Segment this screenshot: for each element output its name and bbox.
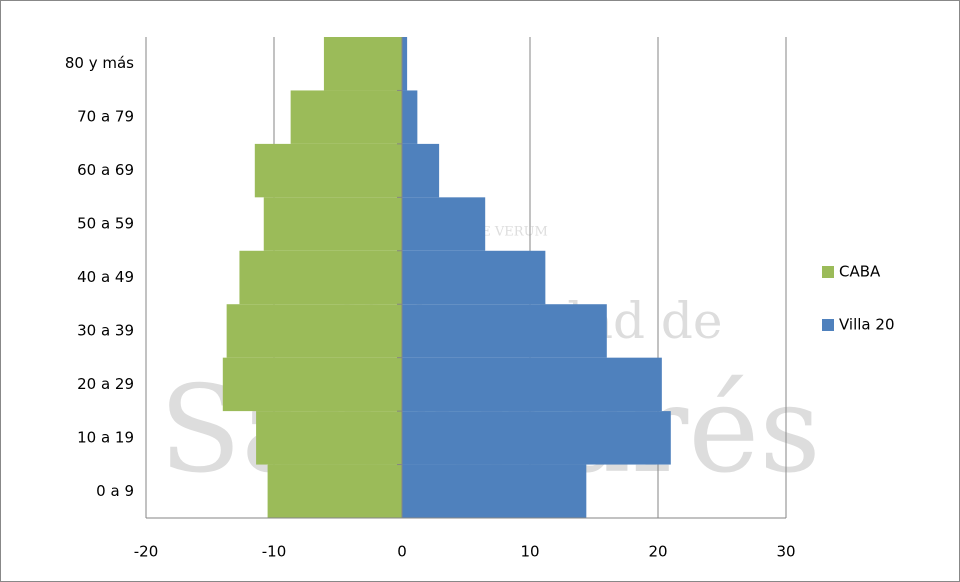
legend-swatch <box>822 319 834 331</box>
x-tick-label: 30 <box>776 543 795 561</box>
bar <box>402 143 440 198</box>
bar <box>226 304 402 358</box>
legend-swatch <box>822 266 834 278</box>
x-tick-label: 0 <box>397 543 407 561</box>
y-tick-label: 20 a 29 <box>77 375 134 393</box>
y-tick-label: 30 a 39 <box>77 321 134 339</box>
bar <box>402 197 486 251</box>
y-tick-label: 40 a 49 <box>77 268 134 286</box>
legend-label: CABA <box>839 263 881 281</box>
x-tick-label: 10 <box>520 543 539 561</box>
y-tick-label: 80 y más <box>65 54 134 72</box>
bar <box>402 37 408 91</box>
x-tick-label: -20 <box>134 543 159 561</box>
legend-label: Villa 20 <box>839 316 894 334</box>
bar <box>402 411 671 465</box>
y-tick-label: 70 a 79 <box>77 108 134 126</box>
y-tick-label: 0 a 9 <box>96 482 134 500</box>
y-tick-label: 10 a 19 <box>77 428 134 446</box>
bar <box>256 411 402 465</box>
bar <box>402 90 418 144</box>
bar <box>263 197 402 251</box>
bar <box>323 37 402 91</box>
bar <box>239 250 402 305</box>
bar <box>402 464 587 518</box>
y-tick-label: 60 a 69 <box>77 161 134 179</box>
bar <box>267 464 402 518</box>
bar <box>222 357 402 412</box>
bar <box>290 90 402 144</box>
x-tick-label: -10 <box>262 543 287 561</box>
bar <box>254 143 402 198</box>
bar <box>402 304 607 358</box>
y-tick-label: 50 a 59 <box>77 215 134 233</box>
bar <box>402 250 546 305</box>
x-tick-label: 20 <box>648 543 667 561</box>
bar <box>402 357 662 412</box>
